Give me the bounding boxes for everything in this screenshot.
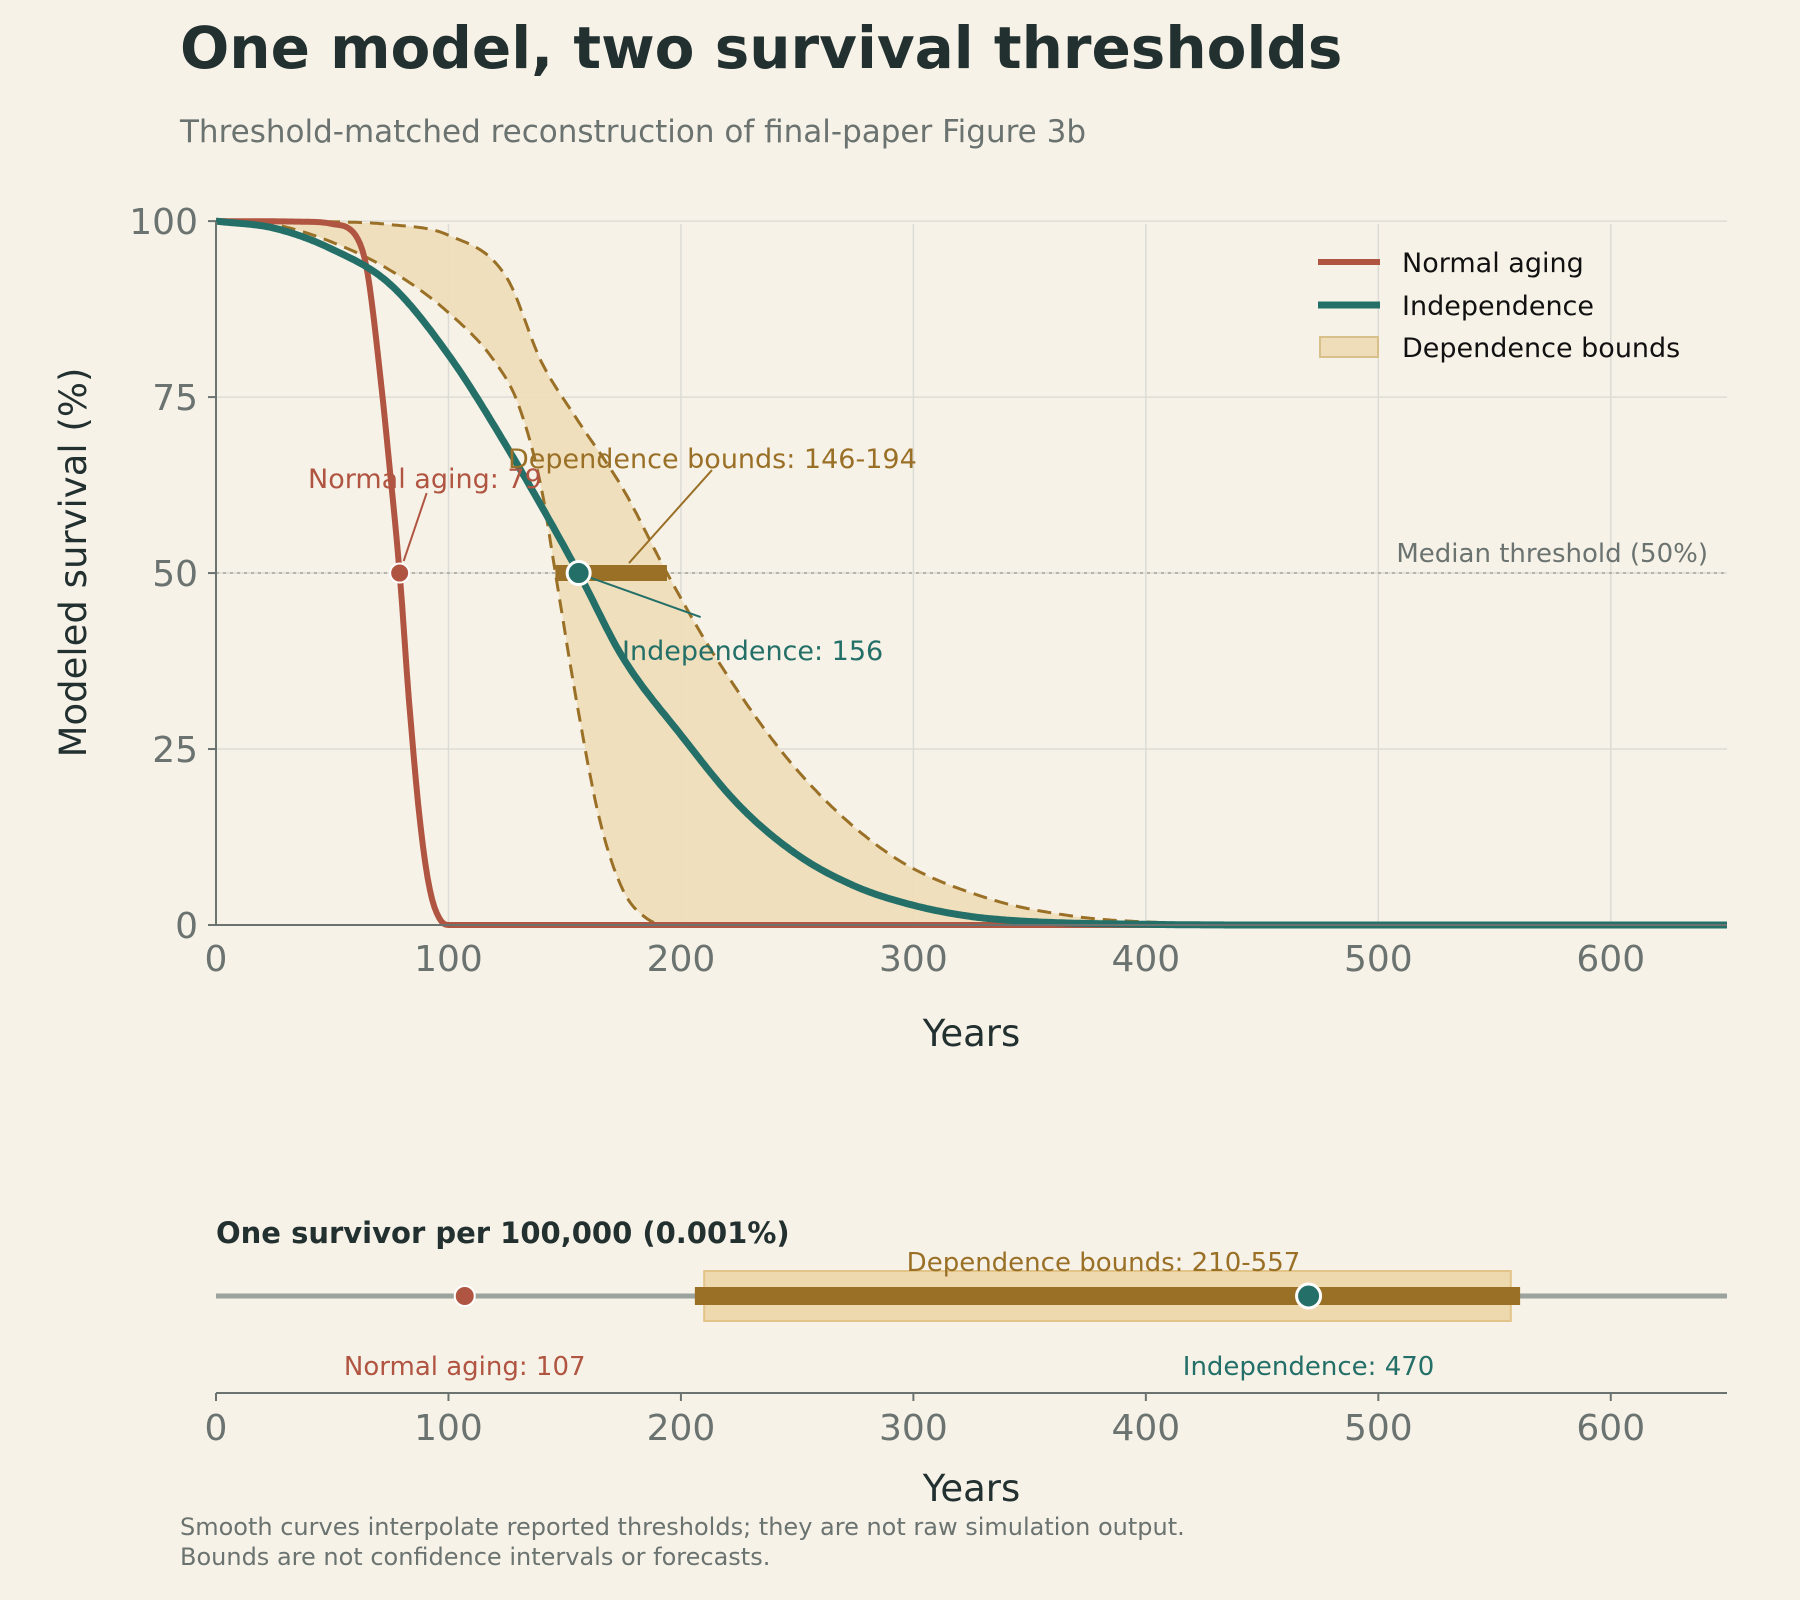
legend-label-normal-aging: Normal aging (1402, 248, 1584, 279)
threshold-strip: One survivor per 100,000 (0.001%) Depende… (205, 1216, 1727, 1510)
x-tick-label: 600 (1576, 939, 1645, 980)
normal-aging-median-point (389, 562, 411, 584)
strip-title: One survivor per 100,000 (0.001%) (216, 1216, 790, 1250)
legend: Normal aging Independence Dependence bound… (1318, 248, 1680, 364)
strip-normal-aging-point (453, 1285, 476, 1307)
footnote-line-2: Bounds are not confidence intervals or f… (180, 1543, 771, 1571)
y-tick-label: 50 (152, 554, 198, 595)
strip-x-tick-label: 200 (647, 1408, 716, 1449)
legend-label-dependence-bounds: Dependence bounds (1402, 333, 1680, 364)
strip-x-tick-label: 300 (879, 1408, 948, 1449)
strip-x-tick-label: 0 (205, 1408, 228, 1449)
strip-x-tick-label: 400 (1111, 1408, 1180, 1449)
strip-independence-label: Independence: 470 (1183, 1352, 1435, 1382)
y-tick-label: 75 (152, 378, 198, 419)
strip-x-axis-label: Years (922, 1467, 1021, 1510)
x-tick-label: 500 (1344, 939, 1413, 980)
independence-annotation: Independence: 156 (622, 636, 883, 667)
strip-independence-point (1295, 1282, 1323, 1310)
x-axis-label: Years (922, 1012, 1021, 1055)
x-tick-label: 300 (879, 939, 948, 980)
median-threshold-label: Median threshold (50%) (1396, 539, 1708, 569)
chart-subtitle: Threshold-matched reconstruction of fina… (180, 114, 1087, 150)
x-tick-label: 100 (414, 939, 483, 980)
strip-x-tick-label: 600 (1576, 1408, 1645, 1449)
independence-median-point (565, 560, 592, 587)
legend-label-independence: Independence (1402, 291, 1594, 322)
normal-aging-annotation: Normal aging: 79 (308, 464, 542, 495)
footnote-line-1: Smooth curves interpolate reported thres… (180, 1513, 1185, 1541)
dependence-upper-bound-line (216, 219, 1193, 926)
x-tick-label: 0 (205, 939, 228, 980)
strip-dependence-label: Dependence bounds: 210-557 (907, 1248, 1301, 1278)
x-tick-label: 200 (647, 939, 716, 980)
y-tick-label: 0 (175, 906, 198, 947)
chart-title: One model, two survival thresholds (180, 14, 1343, 82)
x-tick-label: 400 (1111, 939, 1180, 980)
y-tick-label: 25 (152, 730, 198, 771)
y-axis-label: Modeled survival (%) (52, 368, 95, 758)
dependence-bounds-area (216, 221, 1263, 926)
independence-leader (588, 576, 701, 618)
dependence-leader (628, 469, 713, 564)
footnote: Smooth curves interpolate reported thres… (180, 1512, 1185, 1572)
strip-x-tick-label: 100 (414, 1408, 483, 1449)
y-tick-label: 100 (129, 202, 198, 243)
strip-normal-aging-label: Normal aging: 107 (344, 1352, 586, 1382)
dependence-lower-bound-line (215, 219, 681, 927)
legend-swatch-dependence-bounds (1319, 336, 1379, 358)
strip-x-tick-label: 500 (1344, 1408, 1413, 1449)
normal-aging-leader (402, 492, 428, 562)
dependence-annotation: Dependence bounds: 146-194 (508, 444, 917, 475)
